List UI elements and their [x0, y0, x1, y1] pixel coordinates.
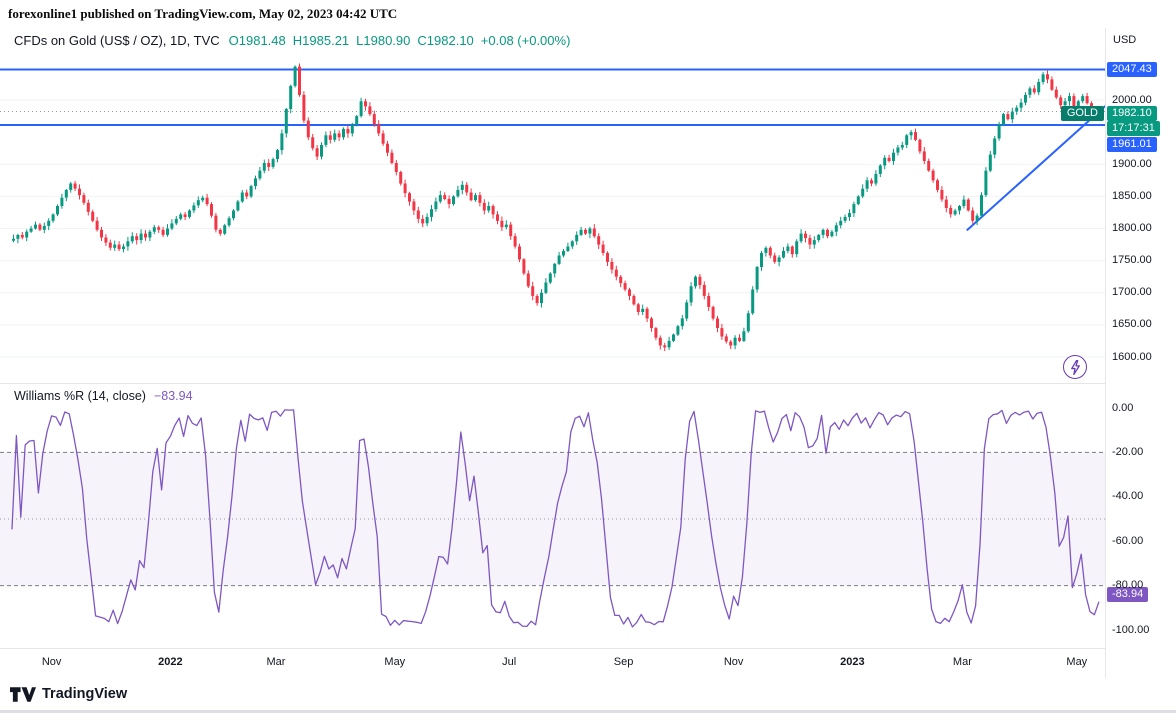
- time-axis-label: Nov: [41, 656, 62, 668]
- indicator-value-badge: -83.94: [1107, 587, 1149, 602]
- symbol-name-badge: GOLD: [1060, 106, 1104, 121]
- currency-label: USD: [1113, 34, 1137, 46]
- bar-countdown-badge: 17:17:31: [1107, 121, 1160, 136]
- price-axis-label: 1750.00: [1112, 254, 1152, 267]
- time-axis-label: Sep: [613, 656, 634, 668]
- time-axis-label: May: [384, 656, 406, 668]
- indicator-axis-label: 0.00: [1112, 401, 1134, 414]
- ohlc-label: O: [228, 33, 239, 48]
- price-axis-divider: [1105, 28, 1106, 678]
- time-axis-label: May: [1066, 656, 1088, 668]
- indicator-legend: Williams %R (14, close) −83.94: [14, 389, 193, 403]
- footer: TradingView: [10, 686, 127, 702]
- time-axis-label: 2022: [158, 656, 183, 668]
- lightning-bolt-glyph: [1070, 359, 1080, 375]
- price-axis-label: 1600.00: [1112, 350, 1152, 363]
- price-axis-label: 2000.00: [1112, 93, 1152, 106]
- price-chart-pane[interactable]: [0, 28, 1105, 383]
- ohlc-value: 1982.10: [426, 33, 474, 48]
- ohlc-label: H: [292, 33, 303, 48]
- price-axis-label: 1700.00: [1112, 286, 1152, 299]
- main-chart-legend: CFDs on Gold (US$ / OZ), 1D, TVC O1981.48…: [14, 33, 570, 48]
- indicator-axis-label: -80.00: [1112, 579, 1144, 592]
- time-axis-label: Nov: [723, 656, 744, 668]
- price-axis[interactable]: USD 2047.43 1982.10 17:17:31 1961.01 -83…: [1105, 28, 1176, 678]
- pane-divider[interactable]: [0, 383, 1105, 384]
- ohlc-values: O1981.48 H1985.21 L1980.90 C1982.10 +0.08 (+…: [222, 33, 571, 48]
- tradingview-logo-icon[interactable]: [10, 686, 36, 702]
- change-value: +0.08 (+0.00%): [480, 33, 571, 48]
- ohlc-label: C: [417, 33, 427, 48]
- time-axis-label: Jul: [502, 656, 517, 668]
- resistance-price-badge: 2047.43: [1107, 62, 1157, 77]
- price-axis-label: 1800.00: [1112, 222, 1152, 234]
- indicator-axis-label: -100.00: [1112, 623, 1150, 636]
- symbol-title[interactable]: CFDs on Gold (US$ / OZ), 1D, TVC: [14, 33, 220, 48]
- lightning-boost-icon[interactable]: [1063, 355, 1087, 379]
- tradingview-wordmark[interactable]: TradingView: [42, 686, 128, 702]
- indicator-title[interactable]: Williams %R (14, close): [14, 389, 146, 403]
- time-axis-label: 2023: [840, 656, 865, 668]
- ohlc-label: L: [356, 33, 364, 48]
- bottom-border: [0, 710, 1176, 713]
- time-axis[interactable]: Nov 2022 Mar May Jul Sep Nov 2023 Mar May: [0, 648, 1105, 678]
- price-axis-label: 1650.00: [1112, 318, 1152, 331]
- price-axis-label: 1900.00: [1112, 157, 1152, 170]
- price-axis-label: 1850.00: [1112, 189, 1152, 202]
- time-axis-label: Mar: [952, 656, 972, 668]
- attribution-text: forexonline1 published on TradingView.co…: [8, 6, 398, 21]
- ohlc-value: 1985.21: [302, 33, 350, 48]
- williams-r-pane[interactable]: [0, 383, 1105, 648]
- ohlc-value: 1981.48: [238, 33, 286, 48]
- support-price-badge: 1961.01: [1107, 137, 1157, 152]
- indicator-value: −83.94: [153, 389, 193, 403]
- time-axis-divider: [0, 648, 1105, 649]
- last-price-badge: 1982.10: [1107, 106, 1157, 121]
- indicator-axis-label: -40.00: [1112, 490, 1144, 503]
- indicator-axis-label: -20.00: [1112, 445, 1144, 458]
- time-axis-label: Mar: [266, 656, 286, 668]
- ohlc-value: 1980.90: [363, 33, 411, 48]
- indicator-axis-label: -60.00: [1112, 534, 1144, 547]
